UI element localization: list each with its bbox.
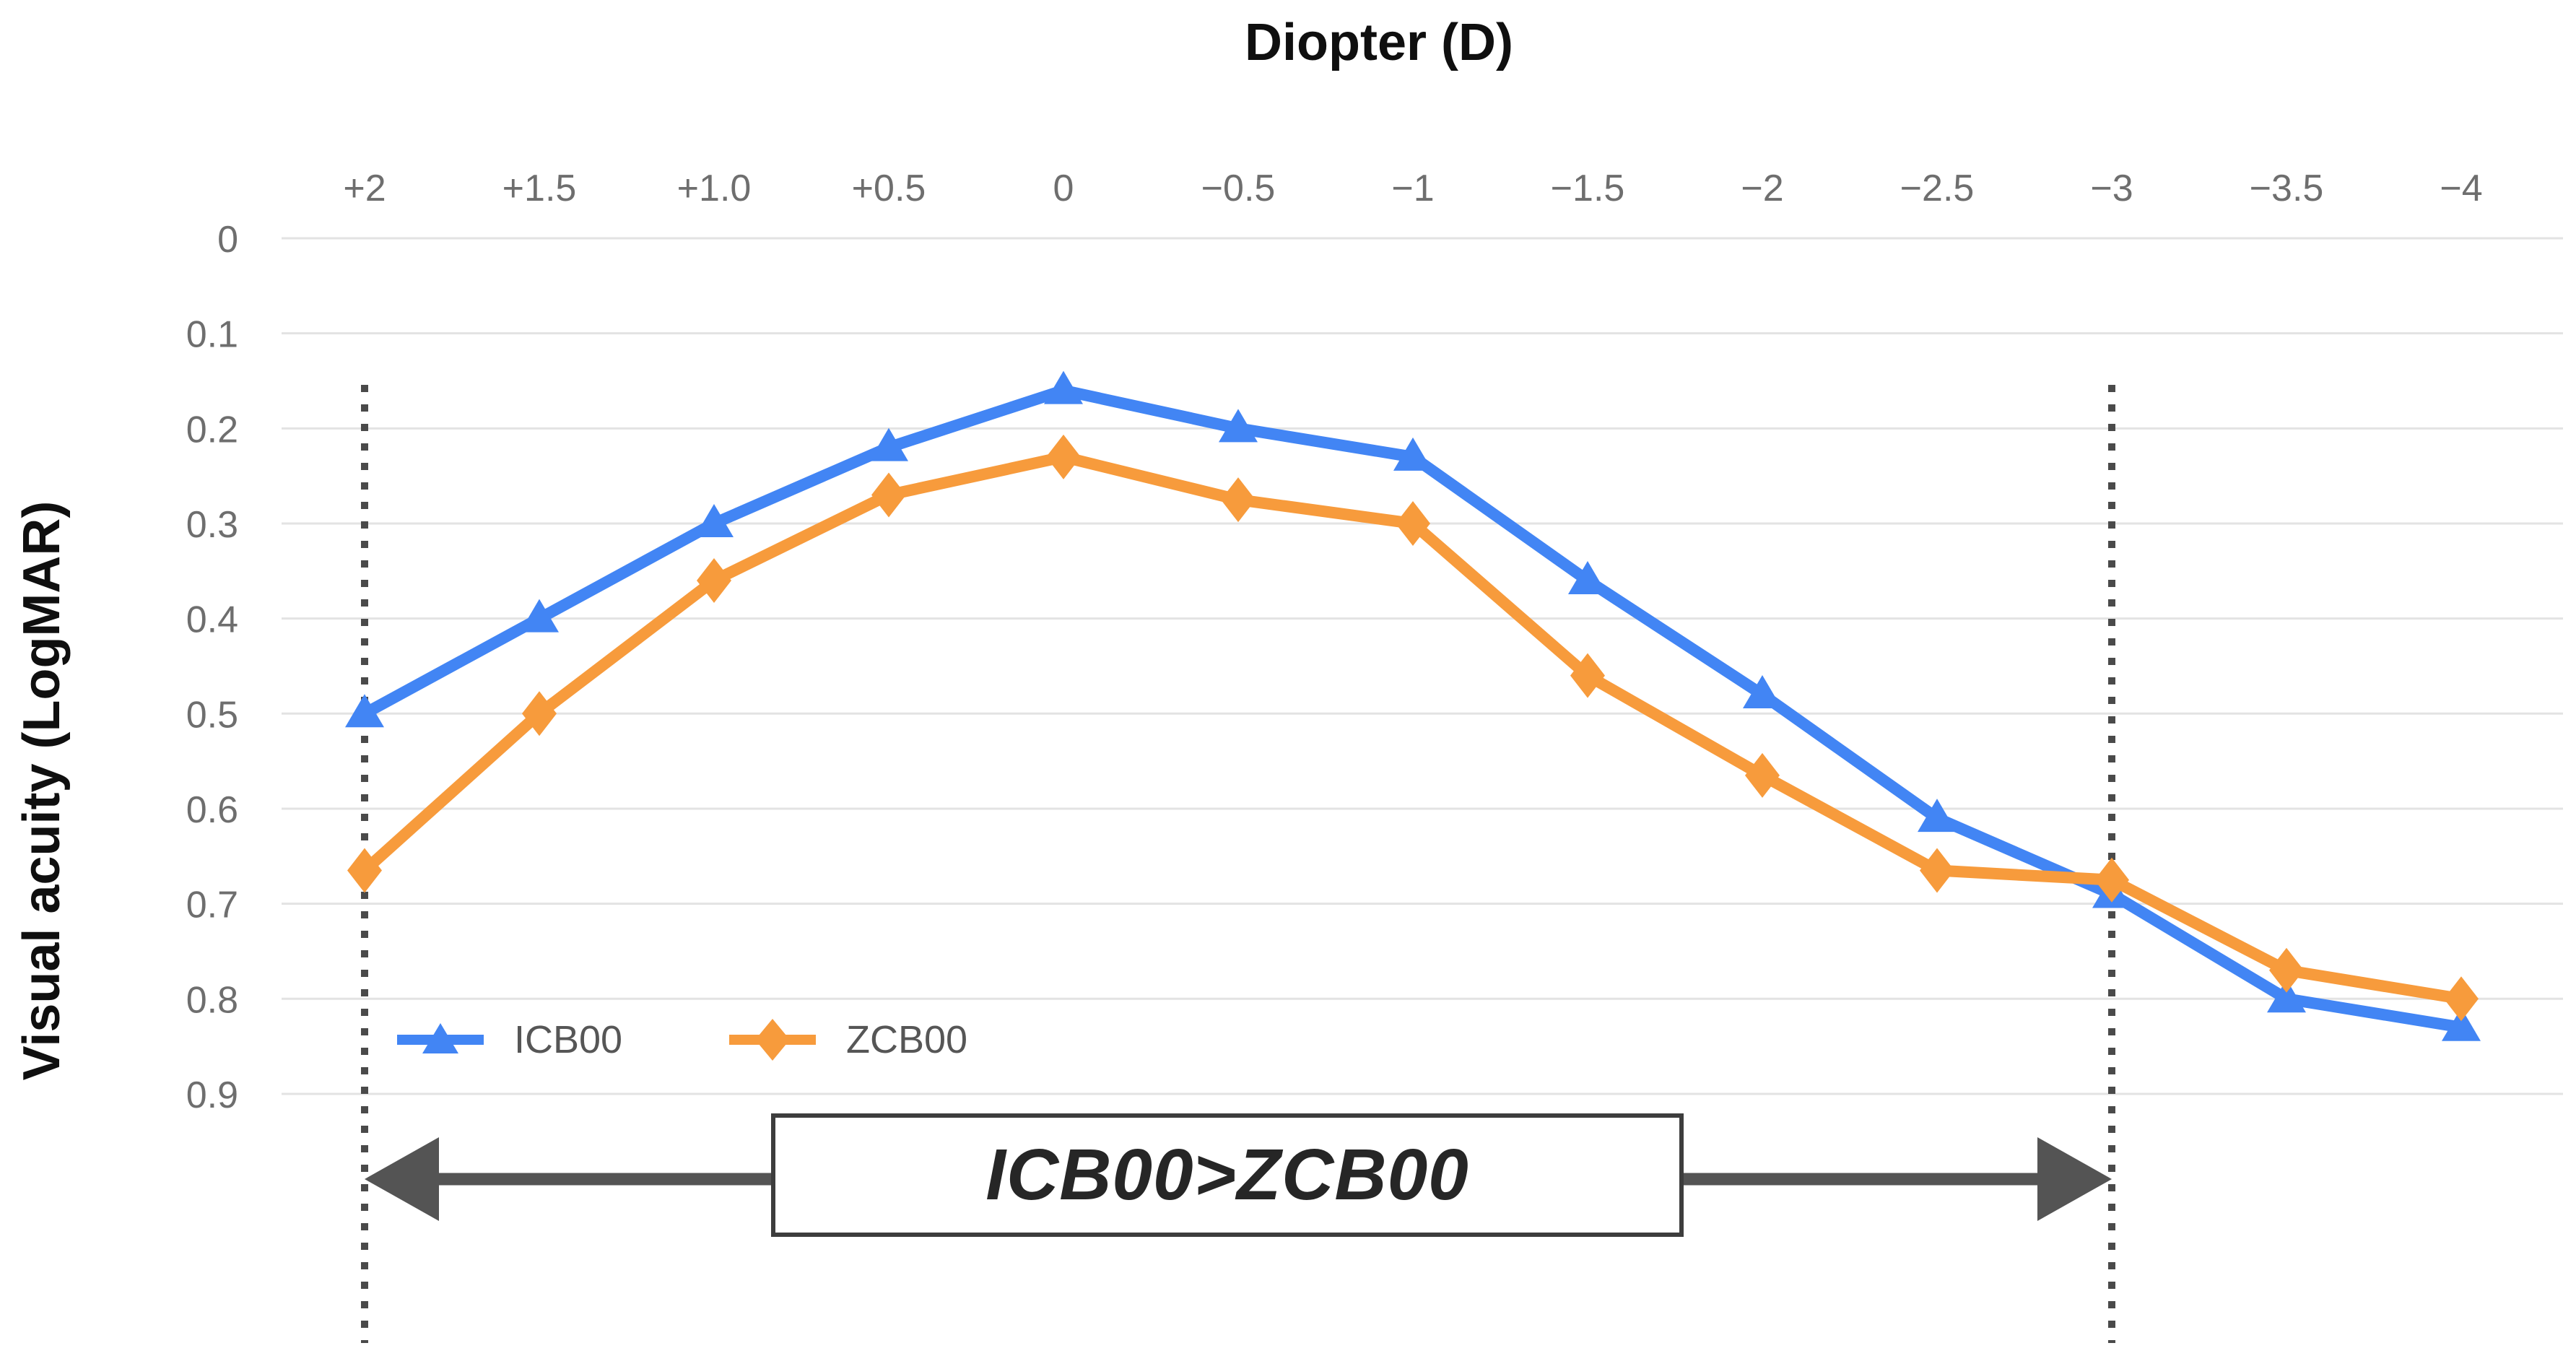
triangle-marker-icon: [520, 599, 559, 633]
x-tick-label: −4: [2440, 168, 2482, 209]
triangle-marker-icon: [1219, 409, 1258, 443]
series-line-icb00: [359, 384, 2467, 1033]
triangle-marker-icon: [1743, 674, 1782, 708]
diamond-marker-icon: [347, 848, 382, 893]
triangle-marker-icon: [1393, 437, 1432, 471]
legend-label-icb00: ICB00: [514, 1018, 623, 1061]
x-tick-label: +2: [343, 168, 386, 209]
diamond-marker-icon: [1920, 848, 1954, 893]
diamond-marker-icon: [2094, 857, 2129, 903]
triangle-marker-icon: [869, 427, 908, 461]
y-tick-label: 0.9: [186, 1074, 238, 1116]
triangle-marker-icon: [1568, 560, 1607, 594]
y-tick-label: 0.1: [186, 314, 238, 356]
range-annotation-label: ICB00>ZCB00: [985, 1134, 1469, 1215]
y-tick-label: 0.2: [186, 409, 238, 451]
y-tick-label: 0.4: [186, 599, 238, 641]
chart-title: Diopter (D): [1245, 14, 1513, 71]
x-tick-label: −3: [2090, 168, 2133, 209]
y-tick-label: 0.8: [186, 979, 238, 1021]
x-tick-label: +0.5: [852, 168, 926, 209]
triangle-marker-icon: [1044, 370, 1083, 404]
legend-label-zcb00: ZCB00: [846, 1018, 968, 1061]
series-icb00: [345, 370, 2481, 1041]
x-tick-label: −0.5: [1201, 168, 1276, 209]
series-zcb00: [347, 434, 2479, 1022]
range-annotation-box: ICB00>ZCB00: [771, 1113, 1684, 1237]
diamond-marker-icon: [2444, 976, 2479, 1022]
diamond-marker-icon: [2269, 947, 2304, 993]
y-tick-label: 0.7: [186, 885, 238, 926]
diamond-marker-icon: [697, 557, 731, 603]
x-tick-label: −1.5: [1551, 168, 1625, 209]
legend-item-zcb00: ZCB00: [729, 1014, 967, 1065]
diamond-marker-icon: [1570, 653, 1605, 698]
diamond-series-marker-icon: [729, 1019, 816, 1061]
dotted-reference-lines: [361, 385, 2115, 1343]
right-arrowhead-icon: [2037, 1137, 2112, 1221]
x-tick-label: −2: [1741, 168, 1783, 209]
triangle-marker-icon: [1918, 799, 1957, 833]
triangle-marker-icon: [2267, 979, 2306, 1013]
x-tick-label: +1.5: [502, 168, 577, 209]
diamond-marker-icon: [871, 472, 906, 518]
y-axis-title: Visual acuity (LogMAR): [13, 500, 71, 1081]
y-tick-label: 0.5: [186, 694, 238, 736]
legend-item-icb00: ICB00: [397, 1014, 622, 1065]
triangle-marker-icon: [345, 694, 384, 728]
y-tick-label: 0.3: [186, 504, 238, 546]
diamond-marker-icon: [522, 691, 557, 736]
x-tick-label: −3.5: [2250, 168, 2324, 209]
left-arrowhead-icon: [365, 1137, 439, 1221]
diamond-marker-icon: [1046, 434, 1081, 479]
diamond-marker-icon: [1221, 477, 1256, 523]
triangle-marker-icon: [2442, 1007, 2481, 1041]
y-tick-label: 0.6: [186, 789, 238, 831]
triangle-series-marker-icon: [397, 1023, 484, 1053]
diamond-marker-icon: [1396, 500, 1430, 546]
diamond-marker-icon: [1745, 752, 1780, 798]
x-tick-label: −1: [1391, 168, 1434, 209]
x-axis-tick-labels: +2 +1.5 +1.0 +0.5 0 −0.5 −1 −1.5 −2 −2.5 −3 −3.5 −4: [343, 168, 2482, 209]
gridlines: [282, 237, 2563, 1095]
y-tick-label: 0: [217, 219, 238, 261]
x-tick-label: +1.0: [677, 168, 752, 209]
x-tick-label: 0: [1053, 168, 1074, 209]
y-axis-tick-labels: 0 0.1 0.2 0.3 0.4 0.5 0.6 0.7 0.8 0.9: [186, 219, 238, 1116]
x-tick-label: −2.5: [1900, 168, 1975, 209]
triangle-marker-icon: [695, 503, 734, 537]
